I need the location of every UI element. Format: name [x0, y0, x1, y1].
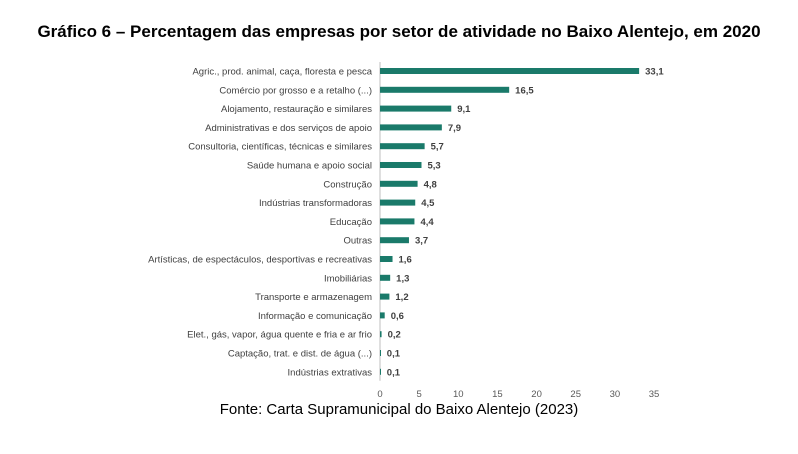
category-label: Comércio por grosso e a retalho (...): [219, 85, 372, 96]
value-label: 4,5: [421, 198, 435, 209]
category-label: Informação e comunicação: [258, 311, 372, 322]
value-label: 1,3: [396, 273, 409, 284]
chart-title: Gráfico 6 – Percentagem das empresas por…: [37, 22, 761, 41]
value-label: 1,2: [395, 292, 408, 303]
category-label: Indústrias extrativas: [288, 367, 373, 378]
bar: [380, 199, 416, 206]
x-tick-label: 35: [649, 389, 660, 400]
category-label: Construção: [323, 179, 372, 190]
category-label: Indústrias transformadoras: [259, 198, 372, 209]
x-tick-label: 15: [492, 389, 503, 400]
category-label: Transporte e armazenagem: [255, 292, 372, 303]
category-label: Administrativas e dos serviços de apoio: [205, 123, 372, 134]
value-label: 4,8: [424, 179, 437, 190]
bar: [380, 162, 422, 168]
category-label: Captação, trat. e dist. de água (...): [228, 349, 372, 360]
value-label: 0,6: [391, 311, 404, 322]
x-tick-label: 5: [416, 389, 421, 400]
category-label: Artísticas, de espectáculos, desportivas…: [148, 255, 372, 266]
bar: [380, 143, 425, 150]
value-label: 16,5: [515, 85, 534, 96]
bar: [380, 86, 510, 93]
bar: [380, 237, 409, 244]
bar: [380, 274, 391, 281]
value-label: 0,2: [388, 330, 401, 341]
value-label: 7,9: [448, 123, 461, 134]
bar: [380, 293, 390, 300]
category-label: Alojamento, restauração e similares: [221, 104, 372, 115]
category-label: Elet., gás, vapor, água quente e fria e …: [187, 330, 372, 341]
bar: [380, 256, 393, 262]
x-tick-label: 10: [453, 389, 464, 400]
value-label: 1,6: [399, 255, 412, 266]
category-label: Consultoria, científicas, técnicas e sim…: [188, 142, 372, 153]
value-label: 33,1: [645, 67, 664, 78]
bar: [380, 180, 418, 187]
bar: [380, 368, 381, 375]
bar: [380, 105, 452, 112]
category-label: Saúde humana e apoio social: [247, 161, 372, 172]
value-label: 4,4: [420, 217, 434, 228]
category-label: Agric., prod. animal, caça, floresta e p…: [192, 67, 372, 78]
value-label: 5,3: [427, 161, 440, 172]
category-label: Imobiliárias: [324, 273, 372, 284]
bar: [380, 331, 382, 338]
bar: [380, 68, 640, 74]
x-tick-label: 0: [377, 389, 382, 400]
bar: [380, 350, 381, 356]
bar: [380, 312, 385, 319]
x-tick-label: 25: [570, 389, 581, 400]
x-tick-label: 30: [610, 389, 621, 400]
category-label: Outras: [343, 236, 372, 247]
bar: [380, 124, 442, 131]
category-label: Educação: [330, 217, 372, 228]
value-label: 3,7: [415, 236, 428, 247]
bar: [380, 218, 415, 225]
value-label: 0,1: [387, 349, 401, 360]
x-tick-label: 20: [531, 389, 542, 400]
value-label: 0,1: [387, 367, 401, 378]
value-label: 9,1: [457, 104, 471, 115]
value-label: 5,7: [431, 142, 444, 153]
chart-source: Fonte: Carta Supramunicipal do Baixo Ale…: [219, 401, 579, 418]
